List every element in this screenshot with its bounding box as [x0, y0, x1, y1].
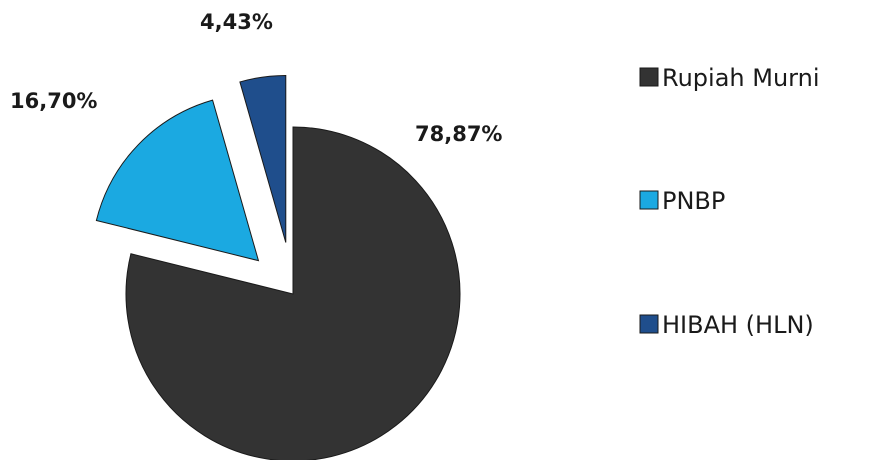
pie-slices — [95, 75, 461, 460]
slice-hibah-hln — [239, 75, 287, 243]
data-label-rupiah-murni: 78,87% — [415, 122, 502, 146]
legend-swatch-rupiah-murni — [639, 67, 659, 87]
legend-item-rupiah-murni: Rupiah Murni — [639, 64, 820, 92]
legend: Rupiah Murni PNBP HIBAH (HLN) — [639, 64, 820, 339]
data-label-hibah-hln: 4,43% — [200, 10, 273, 34]
legend-item-pnbp: PNBP — [639, 187, 725, 215]
legend-label-hibah-hln: HIBAH (HLN) — [662, 311, 814, 339]
data-labels: 78,87% 16,70% 4,43% — [10, 10, 502, 146]
slice-rupiah-murni — [125, 126, 461, 460]
legend-swatch-pnbp — [639, 190, 659, 210]
legend-item-hibah-hln: HIBAH (HLN) — [639, 311, 814, 339]
legend-label-rupiah-murni: Rupiah Murni — [662, 64, 820, 92]
legend-label-pnbp: PNBP — [662, 187, 725, 215]
legend-swatch-hibah-hln — [639, 314, 659, 334]
slice-pnbp — [95, 99, 260, 262]
data-label-pnbp: 16,70% — [10, 89, 97, 113]
